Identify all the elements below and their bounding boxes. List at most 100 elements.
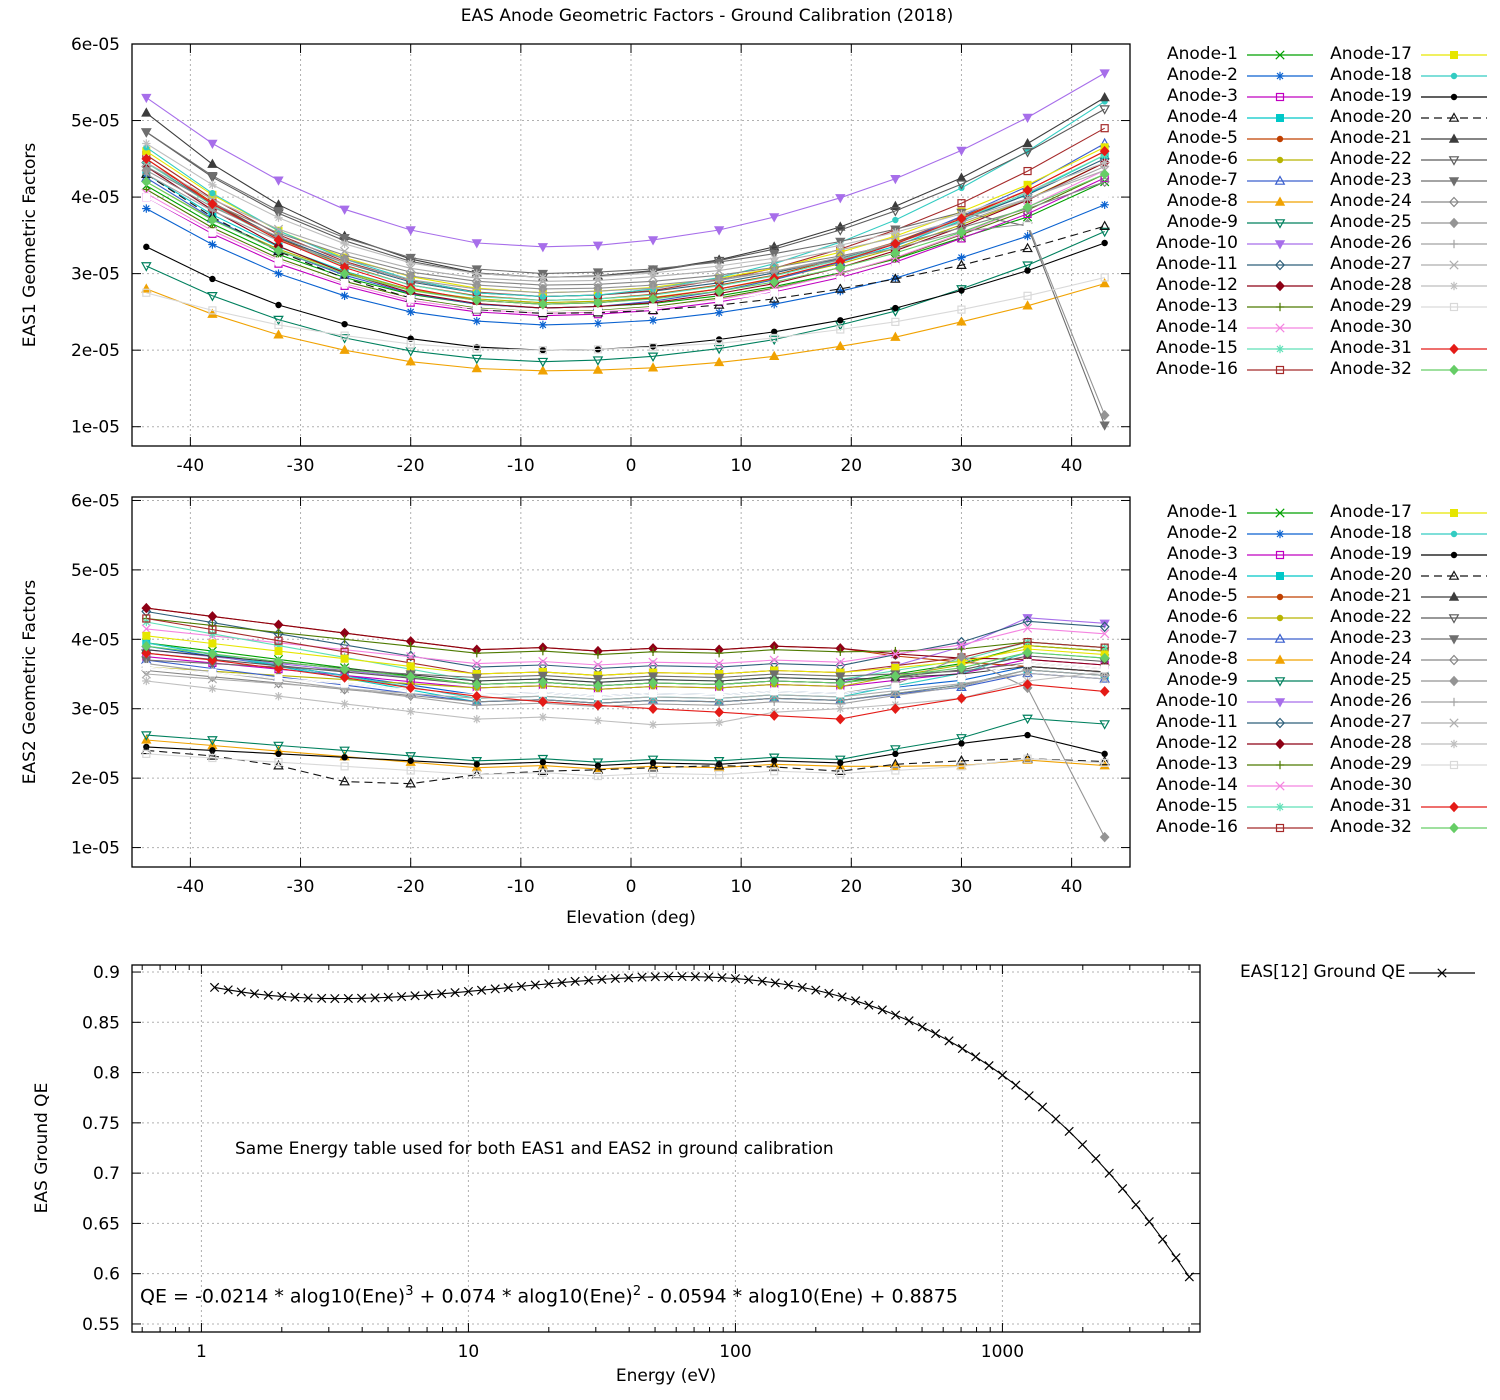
legend-label: Anode-2 [1166,65,1238,85]
legend-label: Anode-18 [1330,523,1412,543]
legend-swatch-anode-25 [1421,675,1487,687]
series-line-anode-20 [146,749,1105,785]
legend-swatch-anode-29 [1421,760,1487,770]
legend-label: Anode-27 [1330,254,1412,274]
legend-qe: EAS[12] Ground QE [1240,962,1487,983]
x-tick-label: 20 [840,877,862,897]
legend-label: Anode-15 [1156,338,1238,358]
legend-label: Anode-13 [1156,754,1238,774]
legend-label: Anode-25 [1330,212,1412,232]
legend-label: Anode-24 [1330,191,1412,211]
y-tick-label: 2e-05 [71,341,120,361]
y-axis-label-qe: EAS Ground QE [32,1082,52,1214]
series-line-anode-28 [146,671,1105,726]
legend-eas2: Anode-1 Anode-2 Anode-3 Anode-4 Anode-5 Anode… [1153,502,1497,838]
legend-label: Anode-7 [1166,170,1238,190]
legend-label: Anode-13 [1156,296,1238,316]
legend-swatch-anode-20 [1421,570,1487,580]
legend-swatch-anode-15 [1247,802,1313,812]
legend-label: Anode-5 [1166,586,1238,606]
series-line-eas-12-ground-qe [214,976,1190,1278]
legend-label: Anode-20 [1330,565,1412,585]
series-line-anode-29 [146,276,1105,351]
legend-swatch-anode-3 [1247,92,1313,102]
legend-label: Anode-12 [1156,733,1238,753]
series-line-anode-22 [145,108,1105,279]
series-line-anode-30 [146,196,1105,313]
legend-swatch-anode-5 [1247,135,1313,143]
legend-swatch-anode-3 [1247,550,1313,560]
legend-swatch-anode-17 [1421,51,1487,59]
legend-label: Anode-19 [1330,86,1412,106]
x-tick-label: 30 [951,877,973,897]
legend-swatch-anode-8 [1247,196,1313,206]
legend-swatch-anode-11 [1247,259,1313,271]
x-tick-label: 40 [1061,456,1083,476]
annotation-text: Same Energy table used for both EAS1 and… [235,1139,834,1159]
x-tick-label: 20 [840,456,862,476]
legend-label: Anode-6 [1166,607,1238,627]
x-tick-label: 10 [730,456,752,476]
legend-label: Anode-4 [1166,107,1238,127]
legend-label: Anode-21 [1330,128,1412,148]
series-line-anode-3 [146,177,1105,317]
legend-swatch-anode-32 [1421,364,1487,376]
x-tick-label: -10 [507,877,535,897]
series-line-anode-26 [146,663,1105,708]
legend-label: Anode-11 [1156,712,1238,732]
formula-exponent: 2 [632,1284,642,1299]
y-tick-label: 0.65 [82,1214,120,1234]
legend-swatch-anode-30 [1421,324,1487,332]
legend-label: Anode-10 [1156,233,1238,253]
plot-panel-2: -40 -30 -20 -10 0 10 20 30 40 1e-05 2e-05 3e-05 4e-0… [71,491,1131,897]
legend-swatch-anode-23 [1421,177,1487,187]
x-tick-label: -30 [287,456,315,476]
series-line-anode-13 [146,173,1105,313]
legend-label: Anode-15 [1156,796,1238,816]
series-line-anode-12 [145,162,1105,309]
series-line-anode-13 [146,617,1105,656]
series-line-anode-7 [146,143,1105,309]
series-line-anode-20 [146,173,1105,314]
legend-label: Anode-23 [1330,170,1412,190]
formula-text-part: + 0.074 * alog10(Ene) [413,1285,633,1308]
legend-swatch-anode-18 [1421,530,1487,538]
y-axis-label-eas1: EAS1 Geometric Factors [20,142,40,348]
legend-swatch-anode-19 [1421,93,1487,101]
legend-swatch-anode-14 [1247,323,1313,333]
legend-swatch-anode-19 [1421,551,1487,559]
series-line-anode-29 [146,753,1105,777]
legend-label: Anode-29 [1330,754,1412,774]
legend-label: Anode-18 [1330,65,1412,85]
series-line-anode-31 [146,652,1105,720]
legend-swatch-anode-5 [1247,593,1313,601]
legend-label: Anode-3 [1166,544,1238,564]
legend-swatch-anode-6 [1247,614,1313,622]
series-line-anode-8 [146,283,1105,372]
legend-swatch-anode-4 [1247,114,1313,122]
legend-swatch-anode-6 [1247,156,1313,164]
x-tick-label: -40 [176,877,204,897]
y-tick-label: 5e-05 [71,561,120,581]
legend-swatch-anode-29 [1421,302,1487,312]
legend-label: Anode-9 [1166,670,1238,690]
x-tick-label: -20 [397,456,425,476]
legend-swatch-anode-16 [1247,365,1313,375]
legend-swatch-anode-32 [1421,822,1487,834]
legend-label: Anode-31 [1330,796,1412,816]
plot-panel-3: 1 10 100 1000 0.55 0.6 0.65 0.7 0.75 0.8 0.85 0.9 [82,963,1201,1362]
y-tick-label: 4e-05 [71,630,120,650]
legend-swatch-anode-9 [1247,219,1313,229]
y-tick-label: 0.75 [82,1114,120,1134]
legend-label: Anode-16 [1156,359,1238,379]
legend-swatch-anode-14 [1247,781,1313,791]
legend-label: Anode-20 [1330,107,1412,127]
legend-swatch-anode-10 [1247,698,1313,708]
legend-label: Anode-32 [1330,359,1412,379]
y-tick-label: 0.6 [93,1265,120,1285]
series-line-anode-2 [146,204,1105,326]
y-tick-label: 1e-05 [71,839,120,859]
legend-swatch-anode-20 [1421,112,1487,122]
legend-swatch-anode-22 [1421,614,1487,624]
